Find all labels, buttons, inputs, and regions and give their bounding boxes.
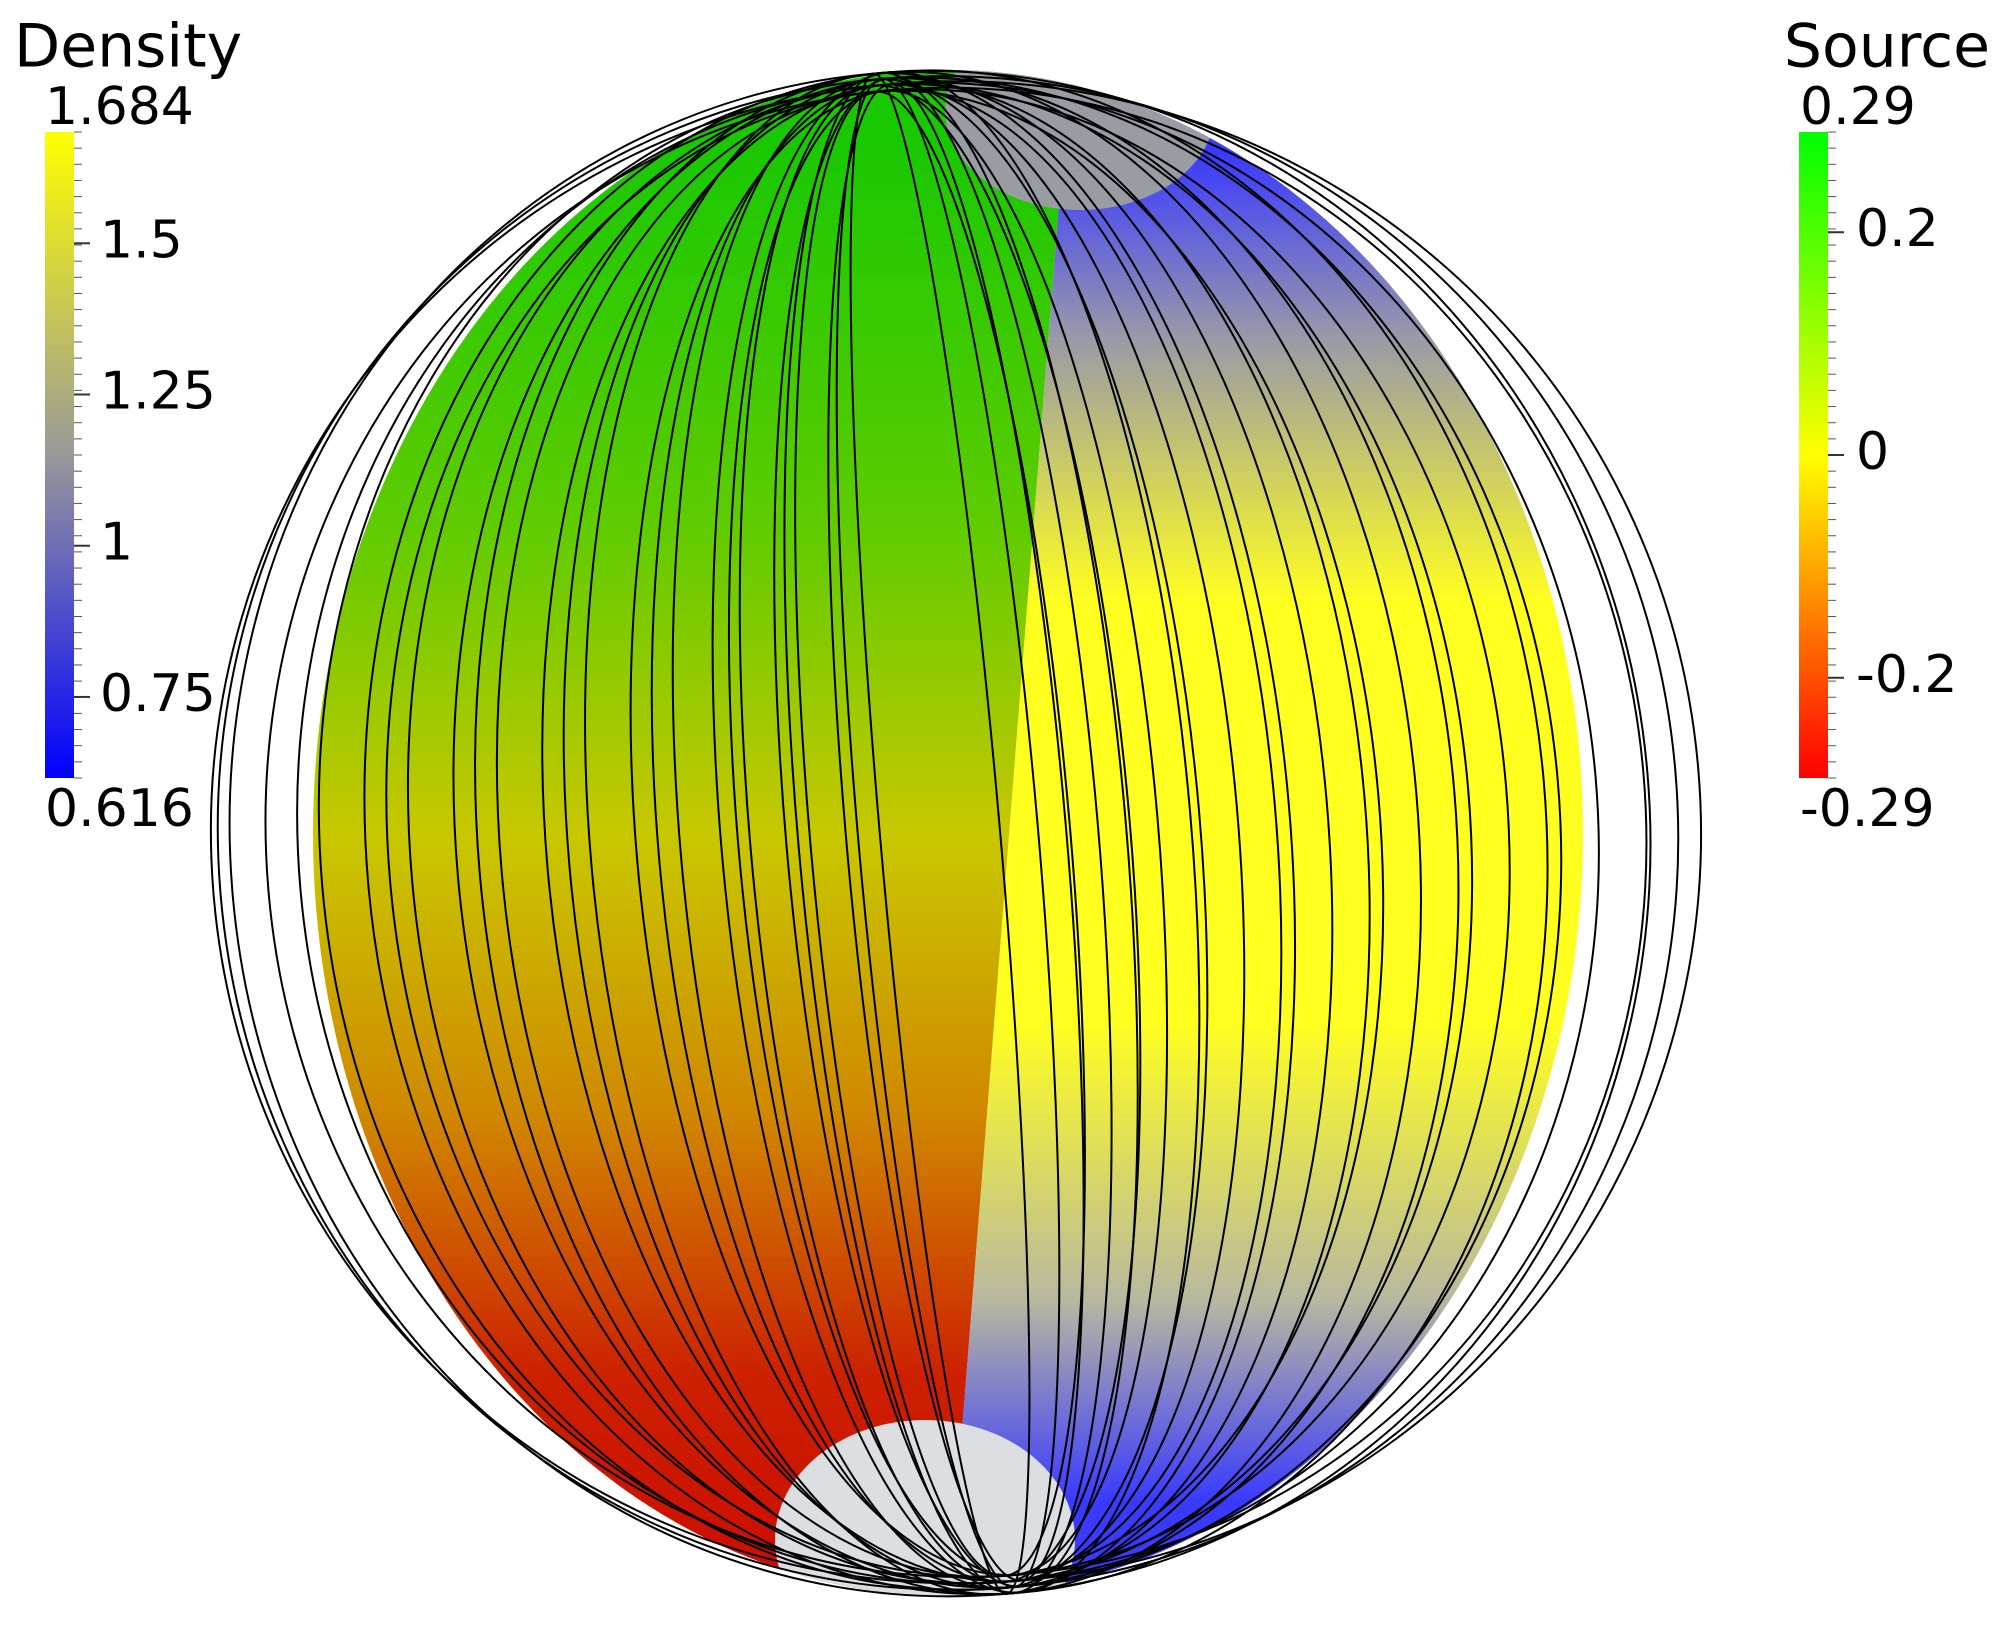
tick-label: 1.5 bbox=[100, 210, 183, 270]
legend-title: Density bbox=[14, 12, 242, 82]
streamline bbox=[264, 86, 1648, 1578]
tick-label: -0.2 bbox=[1856, 645, 1957, 705]
color-bar bbox=[45, 132, 74, 778]
streamlines bbox=[209, 69, 1703, 1598]
range-max: 0.29 bbox=[1800, 77, 1916, 137]
streamline bbox=[209, 80, 1703, 1585]
range-min: -0.29 bbox=[1800, 779, 1935, 839]
streamline bbox=[228, 70, 1652, 1598]
tick-label: 0.75 bbox=[100, 664, 216, 724]
tick-label: 1 bbox=[100, 513, 133, 573]
color-bar bbox=[1799, 132, 1828, 778]
legend-title: Source bbox=[1784, 12, 1990, 82]
tick-label: 0 bbox=[1856, 422, 1889, 482]
tick-label: 0.2 bbox=[1856, 199, 1939, 259]
range-max: 1.684 bbox=[45, 77, 194, 137]
streamline bbox=[216, 75, 1680, 1591]
top-cap bbox=[945, 70, 1215, 210]
tick-label: 1.25 bbox=[100, 362, 216, 422]
range-min: 0.616 bbox=[45, 779, 194, 839]
